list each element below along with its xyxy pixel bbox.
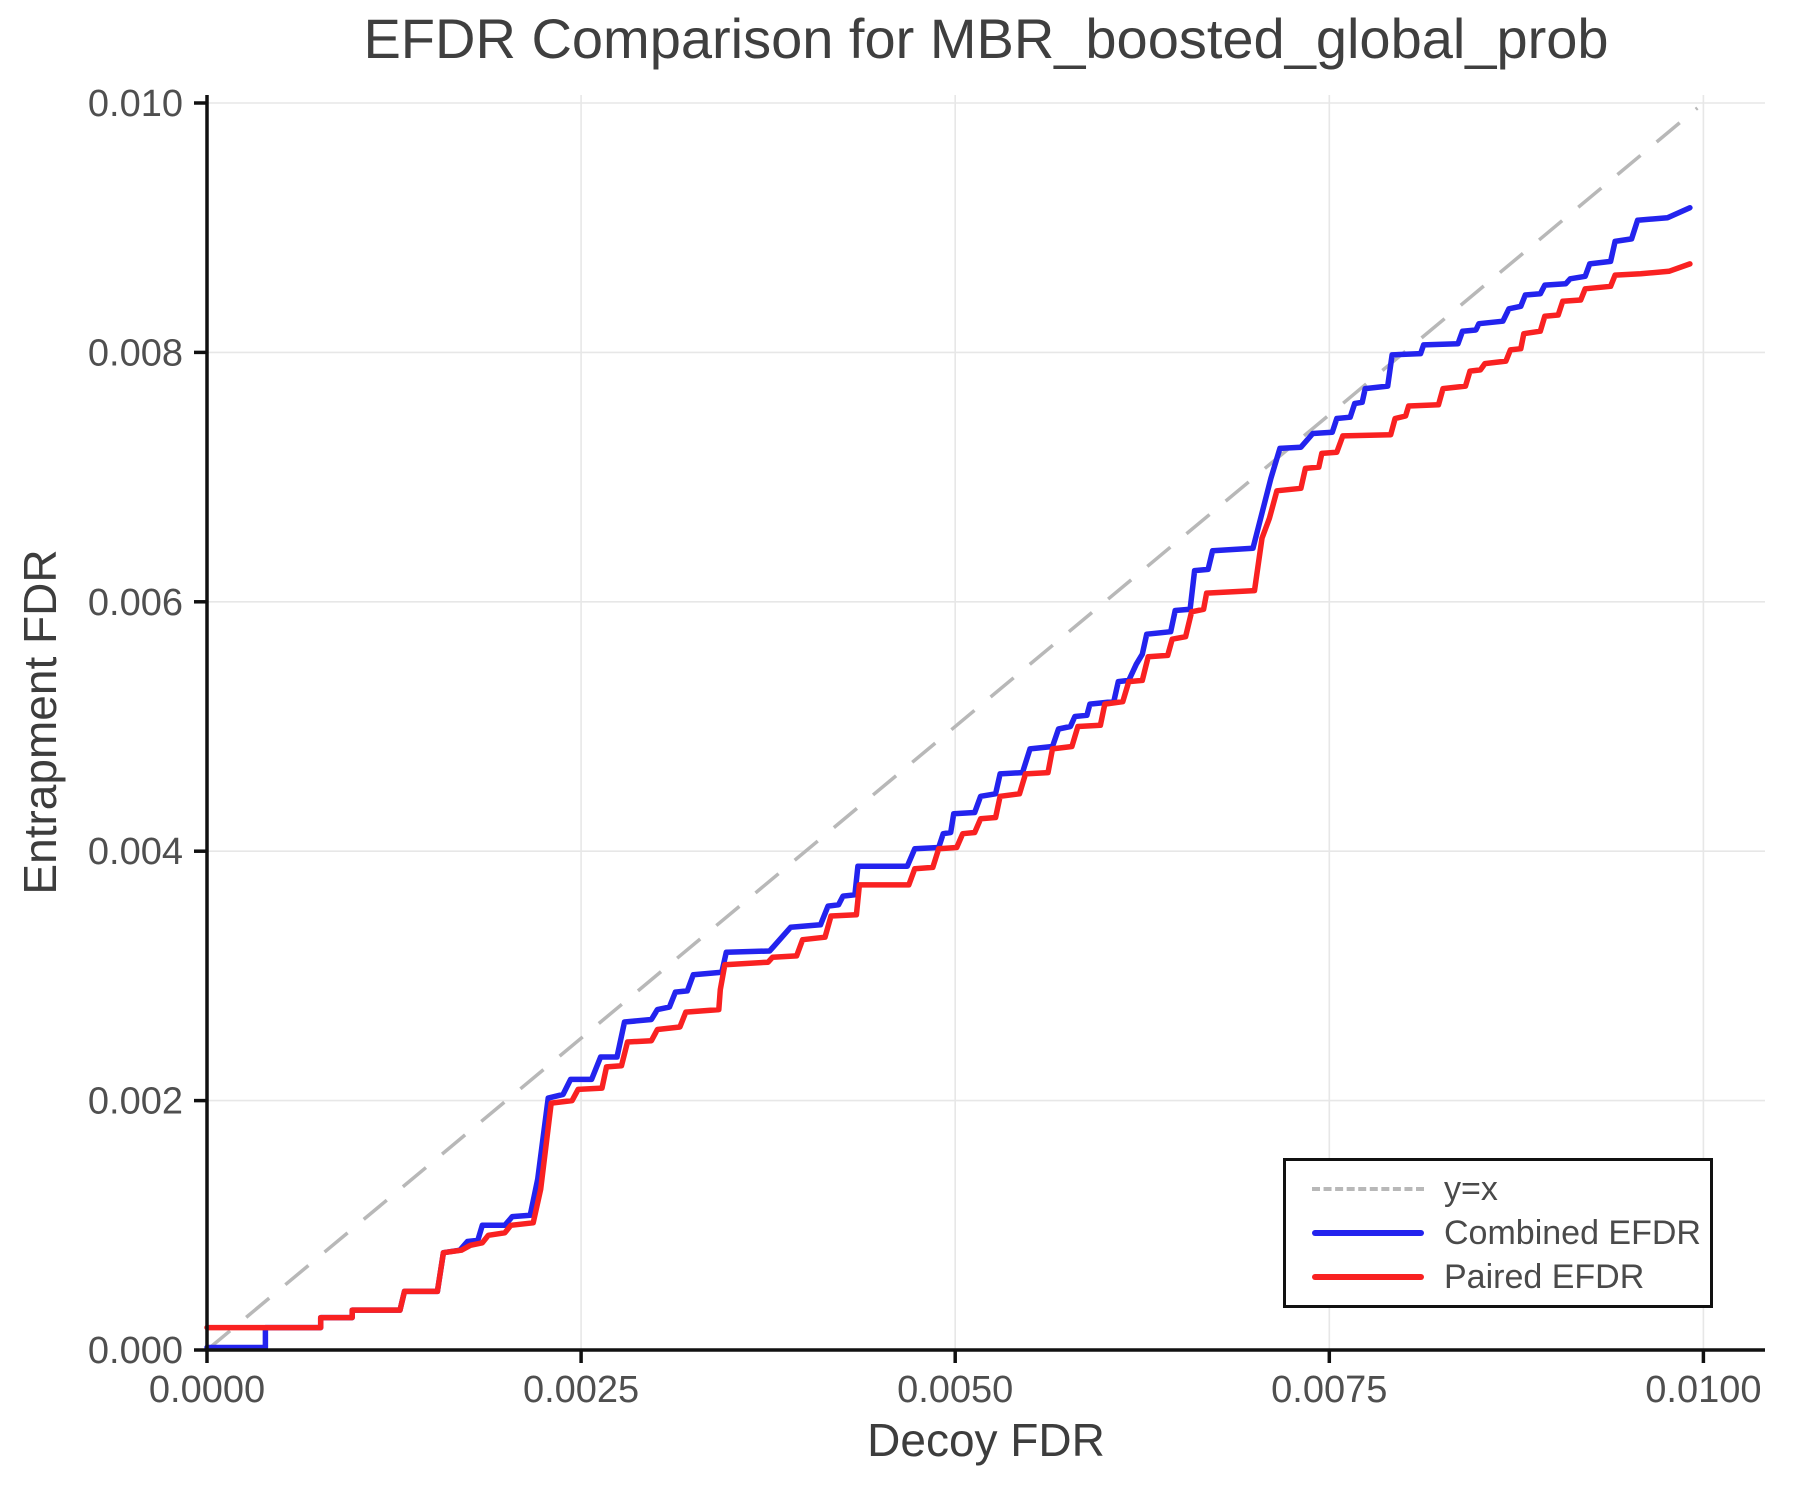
x-tick-label: 0.0050 bbox=[897, 1369, 1013, 1411]
legend-item-identity: y=x bbox=[1312, 1170, 1710, 1208]
x-tick-label: 0.0075 bbox=[1271, 1369, 1387, 1411]
x-tick-label: 0.0025 bbox=[523, 1369, 639, 1411]
y-tick-label: 0.008 bbox=[88, 332, 183, 374]
y-tick-label: 0.006 bbox=[88, 582, 183, 624]
y-tick-label: 0.002 bbox=[88, 1081, 183, 1123]
x-axis-label: Decoy FDR bbox=[867, 1414, 1105, 1466]
legend-label-paired: Paired EFDR bbox=[1444, 1257, 1645, 1296]
chart-title: EFDR Comparison for MBR_boosted_global_p… bbox=[363, 7, 1609, 70]
y-tick-label: 0.000 bbox=[88, 1330, 183, 1372]
combined-line-sample bbox=[1312, 1230, 1424, 1236]
paired-efdr-line bbox=[204, 261, 1693, 1331]
tick-labels: 0.0000 0.0025 0.0050 0.0075 0.0100 0.000 0.002… bbox=[88, 83, 1762, 1411]
y-tick-label: 0.004 bbox=[88, 831, 183, 873]
legend-item-combined: Combined EFDR bbox=[1312, 1214, 1710, 1252]
x-tick-label: 0.0100 bbox=[1645, 1369, 1761, 1411]
axes-spines bbox=[205, 95, 1765, 1352]
identity-line-sample bbox=[1312, 1187, 1424, 1191]
identity-line bbox=[205, 106, 1699, 1352]
legend-label-combined: Combined EFDR bbox=[1444, 1213, 1701, 1252]
legend-box: y=x Combined EFDR Paired EFDR bbox=[1283, 1158, 1713, 1308]
legend-item-paired: Paired EFDR bbox=[1312, 1258, 1710, 1296]
legend-label-identity: y=x bbox=[1444, 1169, 1498, 1208]
y-axis-label: Entrapment FDR bbox=[14, 549, 66, 895]
gridlines bbox=[207, 95, 1765, 1350]
tick-marks bbox=[194, 101, 1706, 1363]
paired-line-sample bbox=[1312, 1274, 1424, 1280]
combined-efdr-line bbox=[204, 204, 1693, 1351]
x-tick-label: 0.0000 bbox=[149, 1369, 265, 1411]
y-tick-label: 0.010 bbox=[88, 83, 183, 125]
